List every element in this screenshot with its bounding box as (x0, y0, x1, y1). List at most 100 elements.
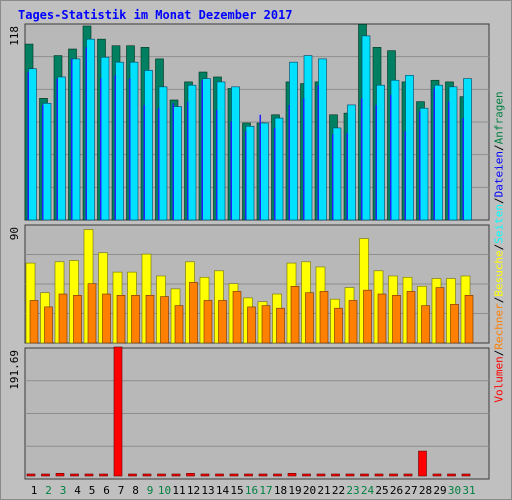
bar-dateien (245, 131, 247, 220)
bar-seiten (216, 81, 226, 221)
bar-seiten (57, 76, 66, 221)
bar-rechner (406, 291, 416, 344)
bar-seiten (202, 78, 211, 221)
bar-rechner (29, 300, 39, 344)
x-tick-label: 5 (89, 484, 96, 497)
bar-seiten (376, 84, 385, 221)
bar-volumen (287, 473, 297, 477)
bar-rechner (363, 289, 372, 344)
x-tick-label: 31 (462, 484, 475, 497)
bar-seiten (347, 104, 356, 221)
bar-rechner (334, 307, 343, 344)
bar-seiten (173, 106, 182, 221)
bar-rechner (218, 300, 227, 344)
bar-volumen (258, 473, 268, 477)
bar-dateien (332, 134, 334, 220)
bar-seiten (318, 58, 327, 221)
bar-rechner (261, 305, 271, 344)
bar-rechner (392, 295, 401, 344)
bar-volumen (200, 473, 210, 477)
bar-rechner (319, 291, 329, 344)
bar-dateien (85, 47, 87, 221)
bar-volumen (461, 473, 471, 477)
bar-dateien (216, 109, 218, 220)
bar-seiten (303, 55, 313, 221)
bar-rechner (102, 293, 111, 344)
legend-item: Volumen (492, 356, 506, 403)
legend-item: Seiten (492, 203, 506, 244)
bar-seiten (231, 86, 240, 221)
bar-rechner (174, 305, 184, 344)
bar-seiten (390, 79, 400, 221)
bar-dateien (143, 104, 145, 220)
legend-item: / (492, 144, 506, 151)
bar-dateien (274, 127, 276, 220)
bar-seiten (245, 125, 255, 221)
bar-dateien (375, 104, 377, 220)
bar-volumen (360, 473, 369, 477)
bar-volumen (186, 473, 195, 477)
bar-volumen (99, 473, 108, 477)
bar-volumen (447, 473, 456, 477)
bar-rechner (305, 292, 314, 344)
bar-rechner (276, 307, 285, 344)
bar-volumen (331, 473, 340, 477)
bar-volumen (374, 473, 384, 477)
bar-rechner (116, 295, 126, 344)
bar-dateien (71, 58, 73, 221)
bar-volumen (403, 473, 413, 477)
bar-seiten (28, 68, 37, 221)
x-tick-label: 9 (147, 484, 154, 497)
bar-rechner (58, 293, 68, 344)
x-tick-label: 19 (288, 484, 301, 497)
x-tick-label: 15 (230, 484, 243, 497)
bar-rechner (450, 304, 459, 344)
bar-rechner (377, 293, 387, 344)
bar-volumen (157, 473, 166, 477)
bar-dateien (433, 88, 435, 220)
bar-seiten (260, 122, 269, 221)
bar-rechner (73, 295, 82, 344)
bar-dateien (187, 101, 189, 220)
bar-rechner (421, 305, 430, 344)
x-tick-label: 21 (317, 484, 330, 497)
y-max-label: 90 (8, 227, 21, 240)
x-tick-label: 28 (419, 484, 432, 497)
x-tick-label: 3 (60, 484, 67, 497)
x-tick-label: 18 (274, 484, 287, 497)
bar-seiten (144, 70, 153, 221)
y-max-label: 118 (8, 26, 21, 46)
bar-seiten (42, 102, 52, 221)
bar-seiten (332, 127, 342, 221)
bar-dateien (462, 118, 464, 220)
bar-seiten (100, 56, 110, 221)
x-tick-label: 16 (245, 484, 258, 497)
bar-dateien (361, 98, 363, 220)
legend-item: / (492, 197, 506, 204)
bar-seiten (289, 61, 298, 221)
vertical-legend: Volumen/Rechner/Besuche/Seiten/Dateien/A… (493, 91, 506, 402)
x-tick-label: 20 (303, 484, 316, 497)
x-tick-label: 14 (216, 484, 230, 497)
bar-rechner (464, 295, 474, 344)
bar-volumen (113, 346, 123, 477)
bar-dateien (390, 95, 392, 220)
bar-dateien (303, 98, 305, 220)
page-title: Tages-Statistik im Monat Dezember 2017 (18, 8, 293, 22)
bar-volumen (389, 473, 398, 477)
bar-dateien (114, 75, 116, 220)
bar-dateien (259, 114, 261, 220)
bar-dateien (317, 85, 319, 221)
bar-rechner (160, 296, 169, 344)
bar-dateien (230, 121, 232, 220)
bar-volumen (316, 473, 326, 477)
x-tick-label: 27 (404, 484, 417, 497)
bar-volumen (55, 473, 65, 477)
bar-dateien (448, 101, 450, 220)
legend-item: Dateien (492, 150, 506, 198)
bar-volumen (418, 450, 427, 477)
bar-volumen (432, 473, 442, 477)
bar-volumen (41, 473, 50, 477)
bar-volumen (229, 473, 239, 477)
bar-volumen (84, 473, 94, 477)
